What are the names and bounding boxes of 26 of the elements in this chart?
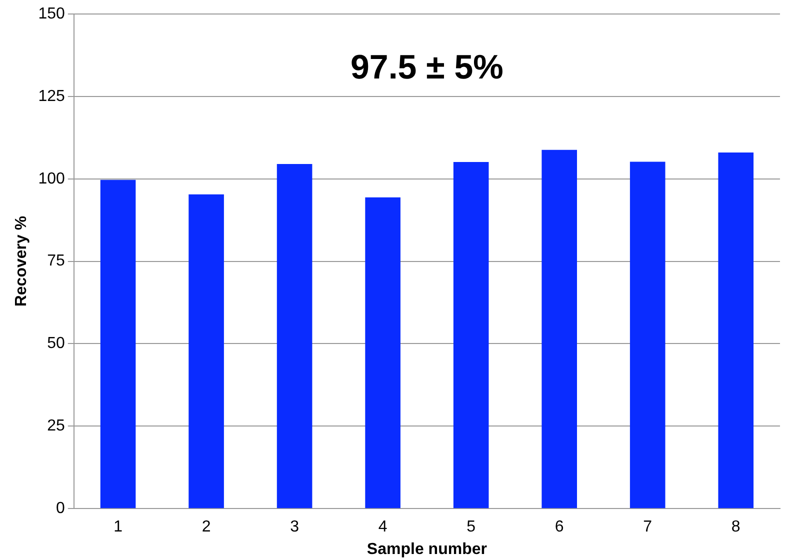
x-tick-label: 1 [114,518,123,536]
bar [542,150,577,508]
x-tick-label: 6 [554,518,564,536]
x-tick-label: 2 [202,518,211,536]
bar [188,194,224,508]
y-axis-title: Recovery % [13,216,30,307]
bar [365,197,400,508]
y-tick-label: 0 [56,500,65,518]
x-tick-label: 8 [731,518,740,536]
bar [276,164,312,508]
y-tick-label: 25 [47,418,65,435]
bar [718,152,754,508]
bar [100,180,136,508]
x-axis-title: Sample number [366,540,487,558]
y-tick-label: 150 [38,5,65,22]
y-tick-label: 50 [47,335,65,352]
bar [630,162,666,508]
x-tick-label: 7 [643,518,652,536]
x-tick-label: 5 [466,518,476,536]
y-tick-label: 125 [38,88,65,105]
y-tick-label: 100 [38,170,65,188]
x-tick-label: 4 [378,518,388,536]
bar [453,162,489,508]
y-tick-label: 75 [47,252,65,270]
annotation: 97.5 ± 5% [350,48,504,86]
x-tick-label: 3 [290,518,300,536]
